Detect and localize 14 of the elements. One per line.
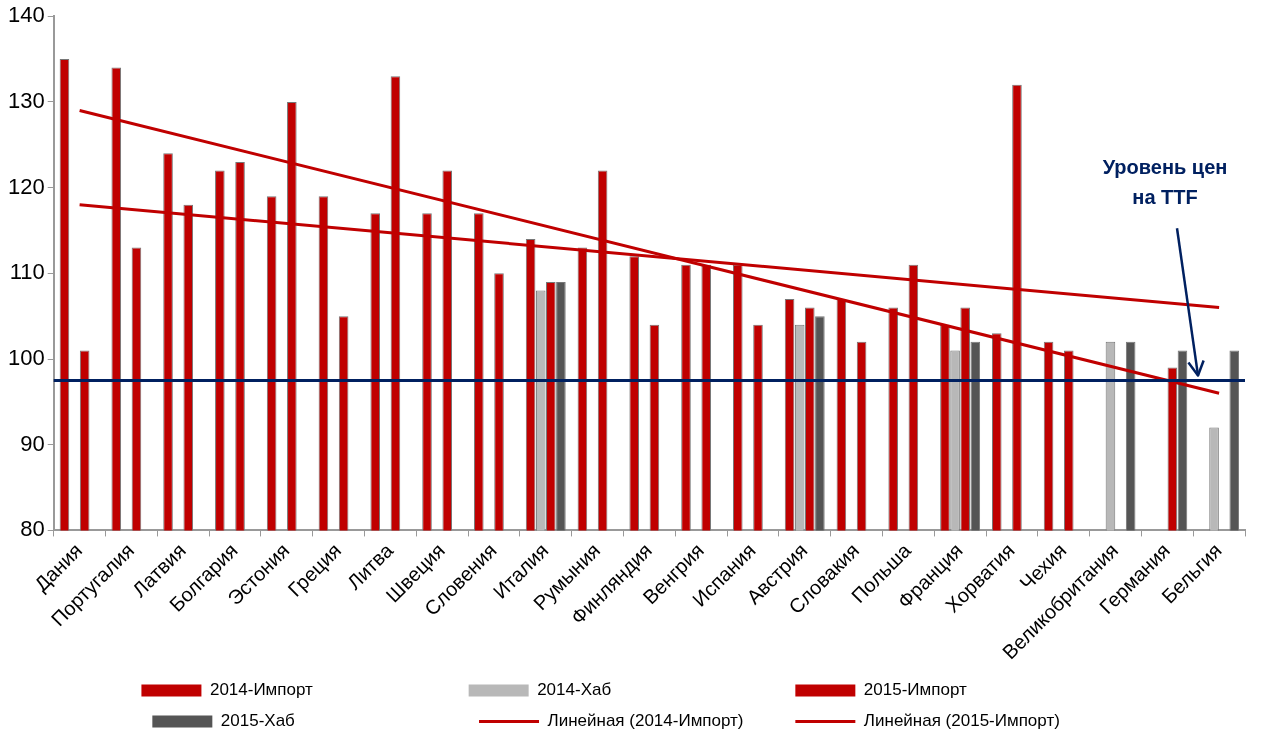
y-tick-label: 90 xyxy=(20,430,45,456)
legend-label: 2015-Импорт xyxy=(863,680,1109,700)
y-tick-label: 120 xyxy=(7,173,45,199)
legend-label: Линейная (2014-Импорт) xyxy=(547,711,782,731)
y-tick-label: 100 xyxy=(7,345,45,371)
ref-line-label: Уровень цен на TTF xyxy=(1102,156,1228,209)
legend-label: 2014-Хаб xyxy=(537,680,782,700)
y-tick-label: 140 xyxy=(7,2,45,28)
y-tick-label: 80 xyxy=(20,516,45,542)
legend-label: 2015-Хаб xyxy=(220,711,466,731)
legend-label: 2014-Импорт xyxy=(209,680,455,700)
y-tick-label: 110 xyxy=(9,259,45,285)
legend-label: Линейная (2015-Импорт) xyxy=(863,711,1098,731)
y-tick-label: 130 xyxy=(7,87,45,113)
